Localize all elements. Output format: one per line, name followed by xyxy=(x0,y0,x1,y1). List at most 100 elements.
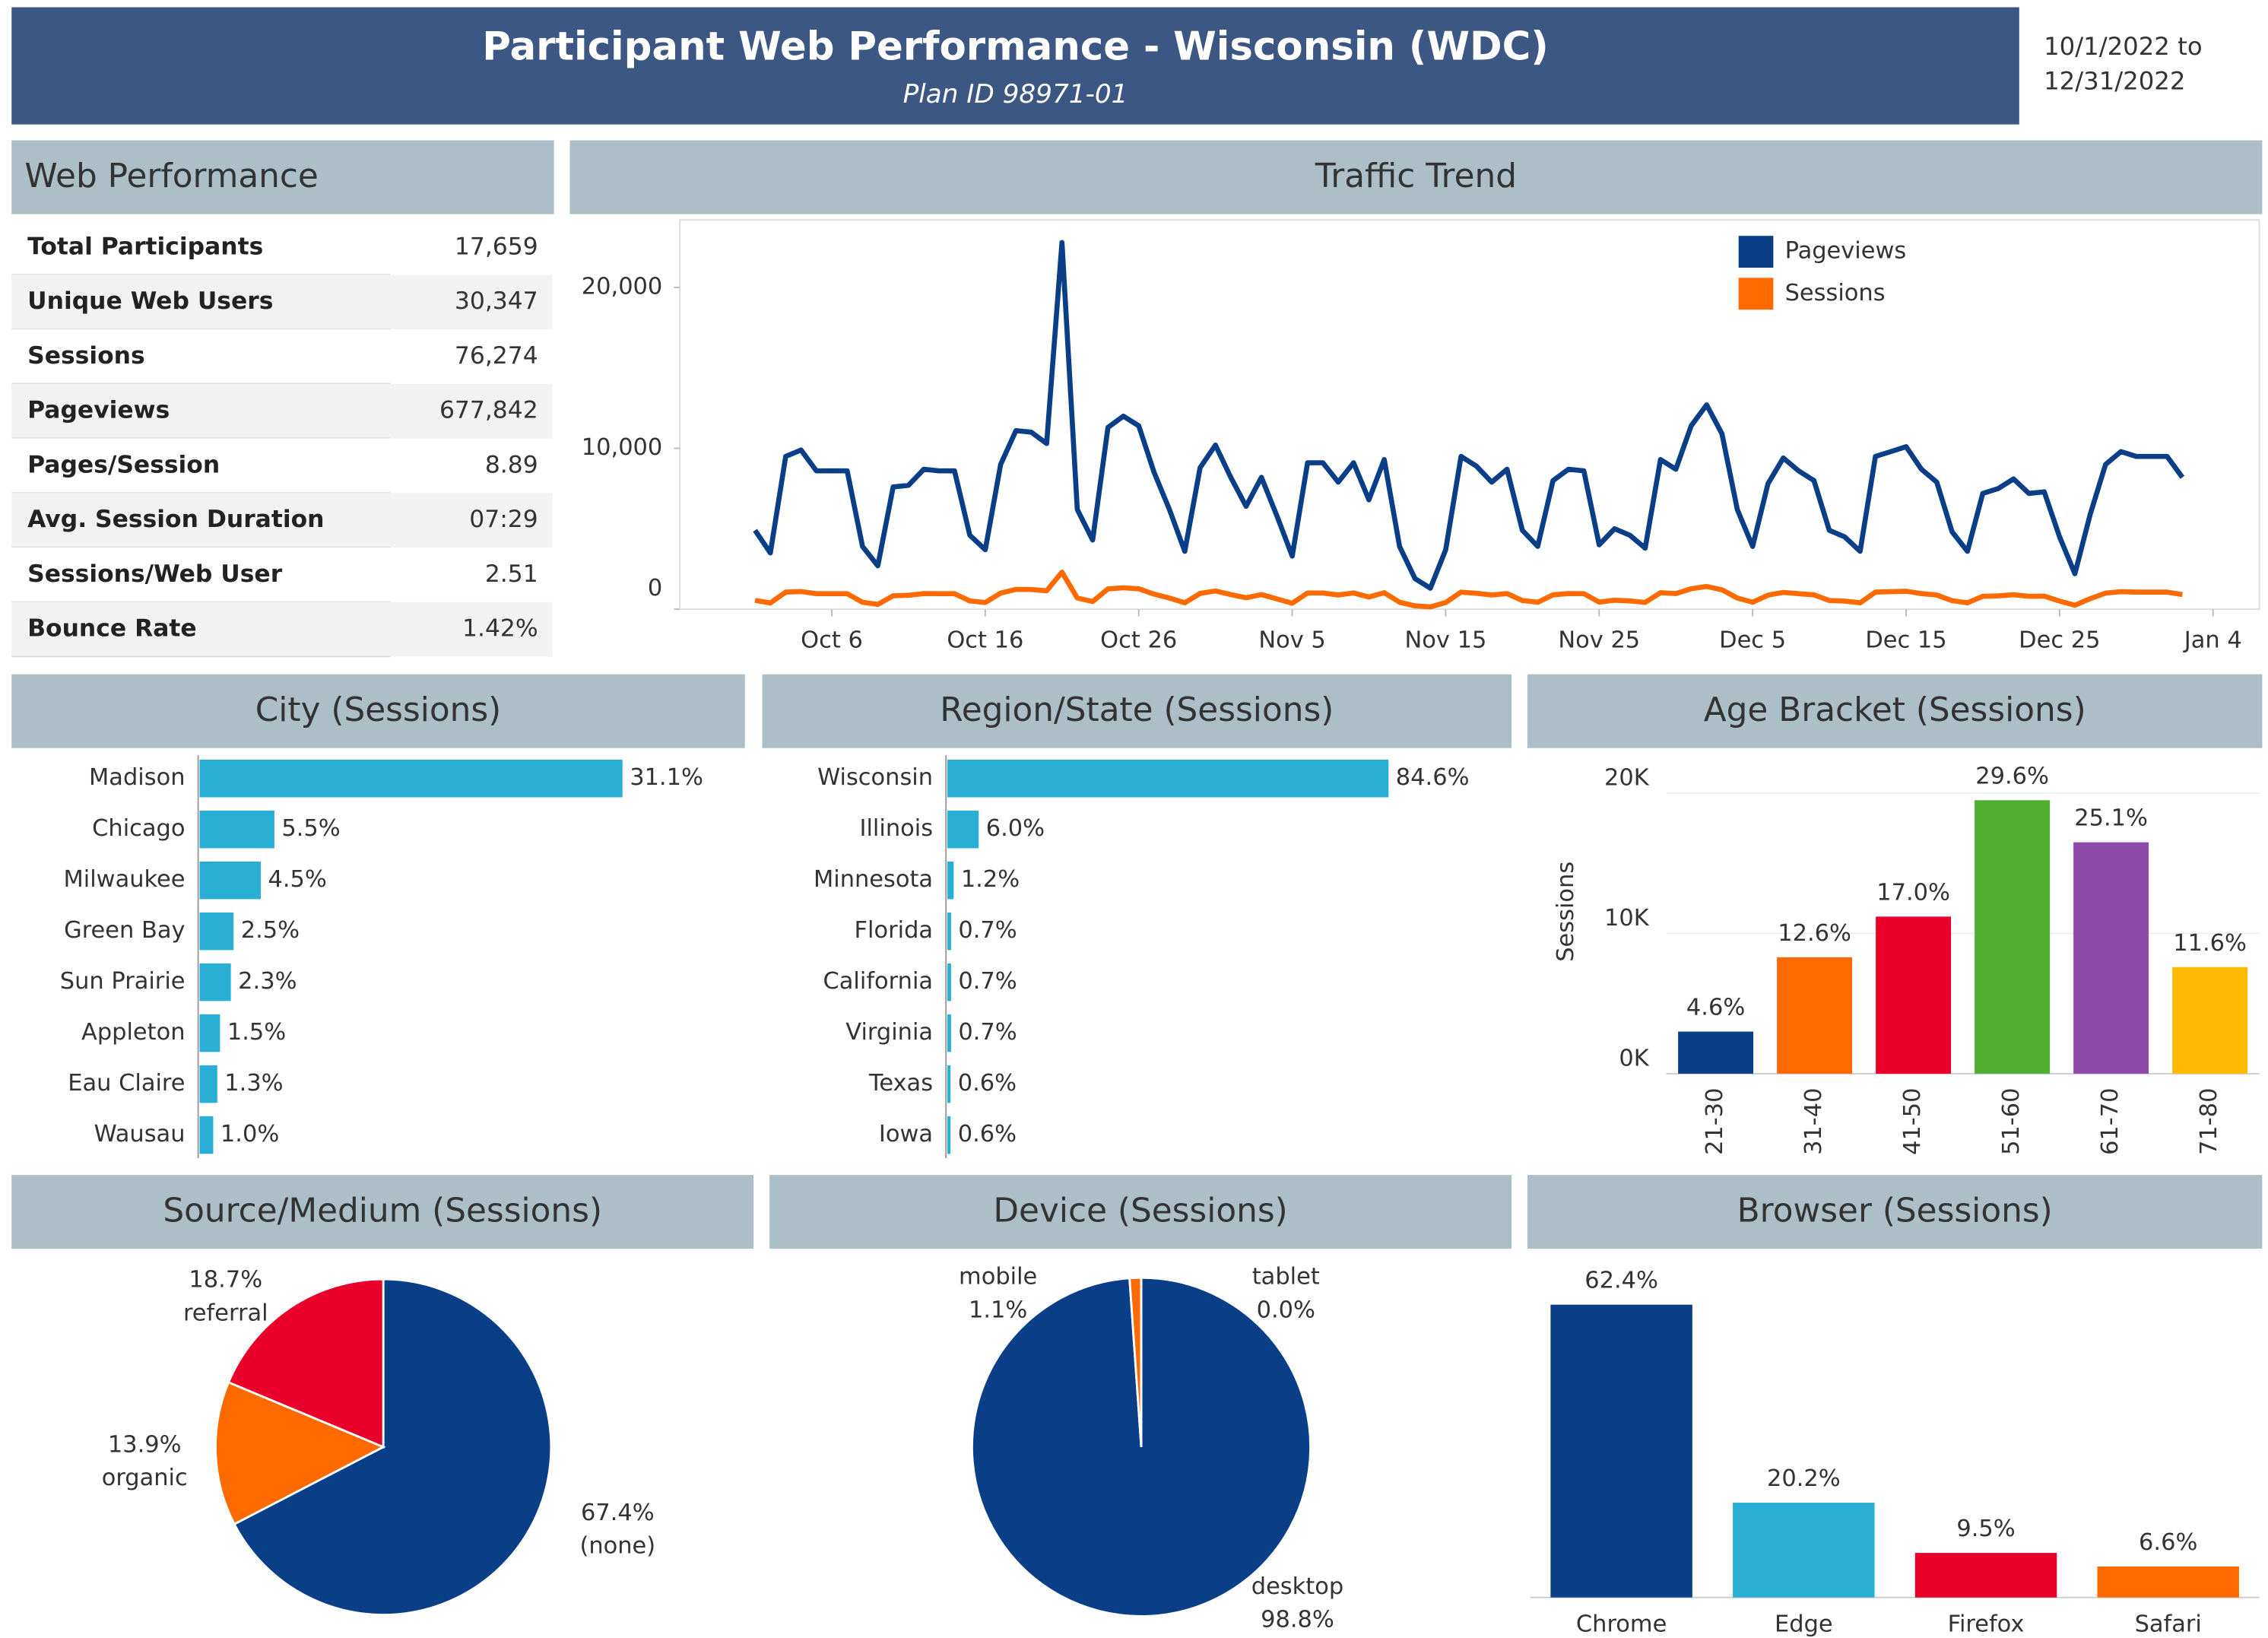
value-label: 20.2% xyxy=(1767,1465,1841,1492)
panel-header xyxy=(762,674,1512,748)
value-label: 2.3% xyxy=(238,968,297,995)
row-label: Sessions xyxy=(27,342,145,370)
bar xyxy=(199,1065,217,1103)
panel-title: Age Bracket (Sessions) xyxy=(1704,690,2086,729)
value-label: 6.0% xyxy=(986,815,1045,842)
bar xyxy=(1550,1304,1692,1598)
bar xyxy=(947,912,951,951)
table-row xyxy=(11,548,553,602)
slice-label: 1.1% xyxy=(969,1297,1027,1323)
bar xyxy=(199,963,231,1002)
panel-header xyxy=(769,1175,1512,1249)
row-value: 17,659 xyxy=(455,233,538,260)
panel-header xyxy=(1527,674,2263,748)
panel-header xyxy=(569,140,2263,214)
legend-swatch xyxy=(1738,278,1774,310)
bar xyxy=(1777,957,1853,1074)
value-label: 4.6% xyxy=(1686,995,1745,1021)
table-row xyxy=(11,329,553,384)
category-label: Texas xyxy=(868,1070,933,1097)
row-value: 07:29 xyxy=(469,506,538,533)
panel-title: City (Sessions) xyxy=(255,690,501,729)
x-tick-label: Nov 25 xyxy=(1558,627,1640,653)
category-label: Sun Prairie xyxy=(60,968,186,995)
legend-label: Pageviews xyxy=(1785,238,1907,265)
x-tick-label: Oct 16 xyxy=(947,627,1023,653)
value-label: 12.6% xyxy=(1778,920,1851,947)
bar xyxy=(1876,916,1952,1074)
x-tick-label: Safari xyxy=(2135,1611,2202,1637)
value-label: 0.6% xyxy=(958,1070,1017,1097)
table-row xyxy=(11,602,553,657)
value-label: 1.3% xyxy=(224,1070,283,1097)
bar xyxy=(199,1014,220,1052)
value-label: 31.1% xyxy=(630,764,703,791)
header-band xyxy=(11,7,2019,125)
row-value: 76,274 xyxy=(455,342,538,370)
series-line xyxy=(754,570,2183,610)
value-label: 9.5% xyxy=(1956,1516,2015,1542)
bar xyxy=(947,963,951,1002)
bar xyxy=(1975,800,2051,1074)
slice-label: 98.8% xyxy=(1261,1607,1334,1633)
x-tick-label: Jan 4 xyxy=(2183,627,2242,653)
slice-label: tablet xyxy=(1252,1264,1320,1290)
value-label: 1.5% xyxy=(227,1019,286,1046)
slice-label: organic xyxy=(102,1465,188,1491)
bar xyxy=(947,810,979,849)
pie-slice xyxy=(214,1380,386,1526)
bar xyxy=(199,912,234,951)
x-tick-label: Nov 5 xyxy=(1258,627,1325,653)
panel-title: Source/Medium (Sessions) xyxy=(163,1192,602,1230)
panel-title: Device (Sessions) xyxy=(993,1192,1287,1230)
value-label: 29.6% xyxy=(1975,763,2049,789)
category-label: Madison xyxy=(89,764,185,791)
row-value: 2.51 xyxy=(485,560,538,588)
x-tick-label: 41-50 xyxy=(1899,1087,1926,1154)
row-value: 8.89 xyxy=(485,451,538,478)
date-range: 12/31/2022 xyxy=(2044,66,2185,95)
category-label: Minnesota xyxy=(814,866,933,893)
row-label: Bounce Rate xyxy=(27,615,197,643)
category-label: Chicago xyxy=(92,815,185,842)
category-label: Florida xyxy=(855,917,934,944)
row-value: 30,347 xyxy=(455,287,538,315)
date-range: 10/1/2022 to xyxy=(2044,32,2202,61)
x-tick-label: 31-40 xyxy=(1800,1087,1827,1154)
value-label: 4.5% xyxy=(268,866,327,893)
bar xyxy=(2073,842,2149,1074)
bar xyxy=(947,759,1389,798)
table-row xyxy=(11,275,553,330)
panel-title: Web Performance xyxy=(24,157,318,195)
y-axis-label: Sessions xyxy=(1553,862,1579,962)
slice-label: desktop xyxy=(1251,1573,1343,1600)
x-tick-label: 61-70 xyxy=(2097,1087,2124,1154)
category-label: Wisconsin xyxy=(817,764,933,791)
row-value: 1.42% xyxy=(462,615,538,643)
x-tick-label: 71-80 xyxy=(2196,1087,2222,1154)
row-label: Avg. Session Duration xyxy=(27,506,324,533)
bar xyxy=(1914,1553,2057,1598)
x-tick-label: Firefox xyxy=(1948,1611,2025,1637)
category-label: Wausau xyxy=(94,1121,186,1148)
table-row xyxy=(11,220,553,275)
value-label: 11.6% xyxy=(2173,930,2247,957)
value-label: 2.5% xyxy=(241,917,300,944)
slice-label: referral xyxy=(183,1300,268,1326)
x-tick-label: Dec 15 xyxy=(1865,627,1946,653)
value-label: 5.5% xyxy=(281,815,340,842)
row-label: Sessions/Web User xyxy=(27,560,283,588)
slice-label: 18.7% xyxy=(189,1266,262,1293)
table-row xyxy=(11,493,553,548)
panel-header xyxy=(1527,1175,2263,1249)
x-tick-label: 21-30 xyxy=(1702,1087,1728,1154)
legend-label: Sessions xyxy=(1785,280,1886,306)
row-label: Unique Web Users xyxy=(27,287,273,315)
legend-swatch xyxy=(1738,236,1774,268)
x-tick-label: Chrome xyxy=(1576,1611,1667,1637)
category-label: Eau Claire xyxy=(68,1070,185,1097)
value-label: 0.6% xyxy=(958,1121,1017,1148)
value-label: 17.0% xyxy=(1876,879,1950,906)
value-label: 25.1% xyxy=(2074,805,2148,832)
